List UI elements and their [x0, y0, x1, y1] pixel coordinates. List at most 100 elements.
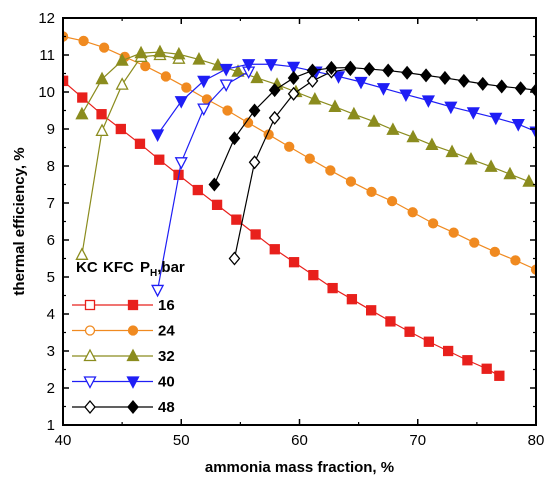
y-tick-label: 2: [47, 380, 55, 397]
series-p48-kfc-point: [382, 63, 395, 78]
series-p48-kc-point: [287, 86, 300, 101]
series-p24-kfc-point: [345, 176, 357, 187]
series-p48-kc-point: [228, 251, 241, 266]
series-p40-kfc-point: [331, 71, 346, 84]
series-p16-kfc-point: [192, 184, 203, 196]
series-p24-kfc-point: [181, 82, 192, 93]
series-p32-kfc-point: [134, 45, 148, 59]
series-p48-kfc-point: [458, 73, 470, 88]
legend-label-p32: 32: [158, 348, 175, 365]
y-tick-label: 6: [47, 232, 55, 249]
series-p16-kfc-point: [134, 138, 146, 149]
series-p32-kfc-point: [522, 174, 536, 187]
series-p40-kfc-point: [466, 107, 480, 120]
series-p40-kfc-point: [197, 75, 211, 89]
series-p48-kfc-point: [514, 81, 527, 96]
legend-marker-kfc-p16: [127, 299, 139, 311]
legend-header-p: P: [140, 259, 150, 276]
series-p40-kfc-point: [421, 95, 435, 108]
y-tick-label: 12: [38, 10, 55, 27]
series-p24-kfc-point: [427, 218, 439, 229]
x-tick-label: 80: [528, 432, 545, 449]
y-tick-label: 5: [47, 269, 55, 286]
series-p48-kfc-point: [287, 70, 300, 85]
legend-marker-kc-p32: [83, 348, 97, 362]
series-p32-kfc-point: [464, 151, 478, 165]
series-p16-kfc-point: [231, 214, 242, 225]
y-tick-label: 4: [47, 306, 55, 323]
series-p48-kc-point: [248, 155, 261, 170]
series-p16-kfc-point: [308, 269, 319, 281]
series-p16-kfc-point: [96, 109, 107, 120]
series-p24-kfc-point: [140, 60, 151, 72]
series-p48-kfc-point: [306, 63, 319, 78]
legend-label-p24: 24: [158, 323, 175, 340]
x-tick-label: 70: [409, 432, 426, 449]
y-tick-label: 8: [47, 158, 55, 175]
series-p16-kfc-point: [63, 75, 69, 87]
series-p40-kfc-point: [174, 96, 188, 109]
series-p40-kfc-point: [399, 89, 413, 102]
y-tick-label: 9: [47, 121, 55, 138]
series-p40-kfc-point: [287, 61, 301, 75]
series-p24-kfc-point: [386, 195, 398, 207]
series-p16-kfc-point: [211, 199, 223, 211]
series-p48-kfc-point: [363, 62, 376, 77]
series-p16-kfc-point: [442, 345, 454, 357]
series-p40-kfc-point: [489, 112, 503, 126]
series-p16-kfc-point: [462, 355, 473, 366]
series-p24-kfc-point: [489, 246, 500, 257]
series-p48-kfc-point: [248, 103, 261, 118]
series-p48-kfc-point: [401, 65, 413, 80]
legend-marker-kc-p40: [83, 376, 97, 389]
series-p24-kfc-point: [325, 165, 336, 176]
series-p16-kfc-point: [77, 92, 88, 103]
series-p16-kfc-point: [154, 154, 165, 165]
series-p24-kfc-point: [366, 186, 377, 198]
series-p24-kfc-point: [407, 207, 418, 218]
series-p32-kfc-point: [153, 44, 167, 58]
series-p48-kfc-point: [268, 83, 281, 98]
x-tick-label: 60: [291, 432, 308, 449]
series-p24-kfc-point: [242, 117, 254, 128]
series-p32-kfc-point: [406, 129, 420, 143]
y-tick-label: 7: [47, 195, 55, 212]
legend-marker-kfc-p24: [127, 325, 139, 336]
series-p32-kfc-point: [95, 71, 109, 85]
series-p32-kfc-point: [347, 106, 361, 120]
y-axis-title: thermal efficiency, %: [11, 147, 28, 295]
y-tick-label: 1: [47, 417, 55, 434]
y-tick-label: 3: [47, 343, 55, 360]
series-p32-kfc-point: [328, 99, 342, 112]
series-p48-kfc-point: [325, 60, 338, 75]
series-p32-kfc-point: [75, 106, 89, 120]
series-p32-kfc-point: [231, 64, 245, 77]
series-p32-kfc-point: [484, 159, 498, 172]
series-p24-kfc-point: [78, 35, 89, 47]
series-p40-kfc-point: [376, 83, 391, 96]
series-p48-kfc-point: [530, 83, 536, 98]
series-p24-kfc-point: [160, 71, 172, 82]
y-tick-label: 11: [39, 47, 55, 64]
legend-header-kc: KC: [76, 259, 98, 276]
legend-marker-kc-p24: [84, 325, 96, 336]
legend-marker-kfc-p40: [126, 376, 140, 389]
series-p40-kc-point: [197, 103, 211, 117]
legend-header-sub: H: [150, 268, 157, 279]
series-p24-kfc-point: [304, 153, 315, 164]
series-p32-kfc-point: [445, 144, 459, 158]
series-p32-kfc-point: [367, 114, 381, 127]
series-p24-kfc-point: [510, 255, 521, 266]
series-p16-kfc-point: [423, 336, 435, 347]
legend-header-unit: ,bar: [157, 259, 185, 276]
legend-marker-kfc-p32: [126, 348, 140, 362]
series-p24-kfc-point: [99, 42, 110, 53]
series-p40-kfc-line: [157, 63, 536, 135]
legend-label-p16: 16: [158, 297, 175, 314]
series-p40-kfc-point: [264, 59, 278, 72]
series-p48-kfc-point: [344, 60, 357, 75]
series-p32-kfc-point: [425, 137, 439, 151]
series-p16-kfc-point: [115, 123, 126, 135]
series-p24-kfc-line: [63, 35, 536, 271]
